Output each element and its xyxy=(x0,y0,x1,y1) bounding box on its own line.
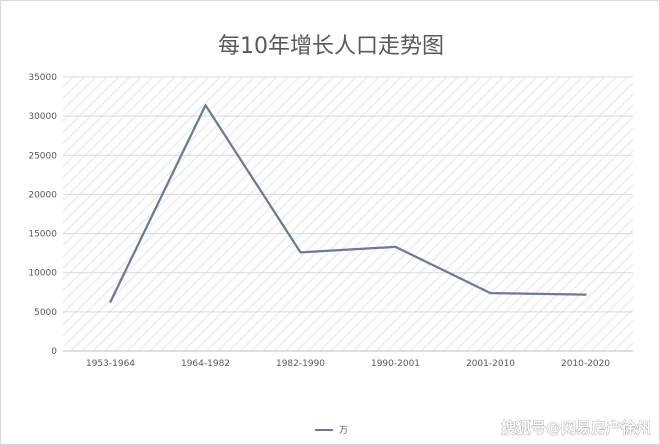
watermark-text: 搜狐号@网易房产徐州 xyxy=(501,419,651,437)
x-tick-label: 1964-1982 xyxy=(181,359,230,369)
legend: 万 xyxy=(315,426,348,436)
x-tick-label: 1953-1964 xyxy=(86,359,135,369)
chart-title: 每10年增长人口走势图 xyxy=(218,34,444,59)
plot-area-background xyxy=(63,77,633,351)
x-tick-label: 1990-2001 xyxy=(371,359,420,369)
y-tick-label: 25000 xyxy=(28,151,57,161)
y-tick-label: 5000 xyxy=(34,308,57,318)
y-tick-label: 35000 xyxy=(28,73,57,83)
x-axis-tick-labels: 1953-1964 1964-1982 1982-1990 1990-2001 2001… xyxy=(86,359,610,369)
legend-label: 万 xyxy=(339,426,348,436)
y-tick-label: 10000 xyxy=(28,269,57,279)
series-layer xyxy=(109,104,587,303)
y-axis-tick-labels: 0 5000 10000 15000 20000 25000 30000 35000 xyxy=(28,73,57,357)
y-tick-label: 0 xyxy=(51,347,57,357)
y-tick-label: 20000 xyxy=(28,190,57,200)
series-line xyxy=(109,104,587,303)
x-tick-label: 2001-2010 xyxy=(466,359,515,369)
y-tick-label: 15000 xyxy=(28,230,57,240)
gridlines xyxy=(63,76,633,352)
y-tick-label: 30000 xyxy=(28,112,57,122)
x-tick-label: 2010-2020 xyxy=(561,359,610,369)
x-tick-label: 1982-1990 xyxy=(276,359,325,369)
